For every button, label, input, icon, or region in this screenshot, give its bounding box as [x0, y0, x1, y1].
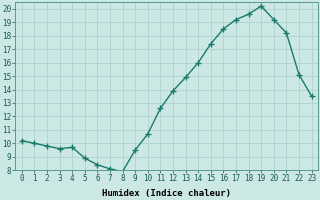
- X-axis label: Humidex (Indice chaleur): Humidex (Indice chaleur): [102, 189, 231, 198]
